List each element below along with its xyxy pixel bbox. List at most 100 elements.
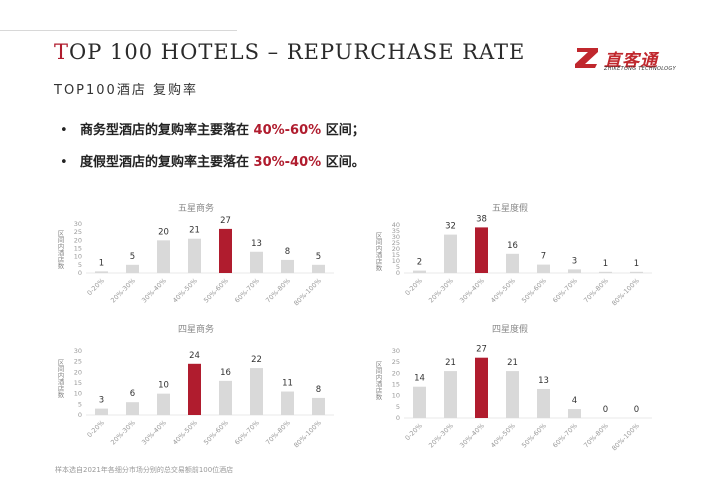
y-tick-label: 10 — [392, 257, 400, 265]
y-tick-label: 25 — [74, 228, 82, 236]
footnote: 样本选自2021年各细分市场分别的总交易额前100位酒店 — [55, 466, 234, 474]
data-label: 20 — [158, 227, 169, 237]
x-tick-label: 70%-80% — [264, 277, 292, 305]
data-label: 38 — [476, 214, 487, 224]
bar — [444, 234, 457, 273]
x-tick-label: 50%-60% — [202, 277, 230, 305]
bar-highlight — [475, 227, 488, 273]
logo-name-cn: 直客通 — [604, 51, 658, 71]
y-tick-label: 20 — [392, 245, 400, 253]
y-tick-label: 20 — [74, 236, 82, 244]
y-tick-label: 10 — [392, 392, 400, 400]
data-label: 32 — [445, 222, 456, 232]
y-tick-label: 15 — [74, 245, 82, 253]
page-title: TOP 100 HOTELS – REPURCHASE RATE — [54, 40, 525, 64]
data-label: 16 — [507, 241, 518, 251]
data-label: 1 — [634, 259, 639, 269]
bar — [630, 271, 643, 273]
y-tick-label: 15 — [392, 251, 400, 259]
x-tick-label: 50%-60% — [520, 277, 548, 305]
bar — [281, 391, 294, 415]
chart-title: 五星度假 — [491, 204, 528, 214]
data-label: 16 — [220, 368, 231, 378]
finding-business-range: 40%-60% — [253, 123, 322, 138]
bar — [413, 270, 426, 273]
x-tick-label: 80%-100% — [292, 277, 323, 308]
key-findings: 商务型酒店的复购率主要落在 40%-60% 区间； 度假型酒店的复购率主要落在 … — [60, 122, 365, 186]
bar — [537, 388, 550, 418]
data-label: 0 — [603, 405, 608, 415]
data-label: 1 — [603, 259, 608, 269]
x-tick-label: 30%-40% — [140, 419, 168, 447]
data-label: 5 — [130, 252, 135, 262]
logo-name-en: ZHIKETONG TECHNOLOGY — [604, 66, 676, 72]
data-label: 2 — [417, 258, 422, 268]
y-tick-label: 5 — [78, 400, 82, 408]
bar — [250, 368, 263, 415]
bar — [250, 251, 263, 273]
x-tick-label: 20%-30% — [427, 422, 455, 450]
x-tick-label: 60%-70% — [551, 422, 579, 450]
data-label: 27 — [220, 216, 231, 226]
data-label: 27 — [476, 345, 487, 355]
y-tick-label: 10 — [74, 390, 82, 398]
finding-resort: 度假型酒店的复购率主要落在 30%-40% 区间。 — [60, 154, 365, 186]
data-label: 4 — [572, 396, 577, 406]
bar — [219, 380, 232, 415]
bar — [157, 393, 170, 415]
y-tick-label: 0 — [396, 414, 400, 422]
page-title-rest: OP 100 HOTELS – REPURCHASE RATE — [69, 40, 526, 64]
brand-logo: 直客通 ZHIKETONG TECHNOLOGY — [574, 46, 676, 74]
y-axis-label: 区间内酒店数 — [56, 230, 64, 269]
data-label: 11 — [282, 379, 293, 389]
data-label: 8 — [316, 385, 321, 395]
data-label: 21 — [445, 358, 456, 368]
data-label: 14 — [414, 374, 425, 384]
x-tick-label: 30%-40% — [140, 277, 168, 305]
x-tick-label: 0-20% — [403, 422, 423, 442]
data-label: 13 — [251, 239, 262, 249]
bar — [312, 397, 325, 415]
x-tick-label: 20%-30% — [109, 419, 137, 447]
data-label: 5 — [316, 252, 321, 262]
chart-title: 四星商务 — [177, 325, 214, 335]
y-tick-label: 25 — [74, 358, 82, 366]
bar-chart-svg: 0 5 10 15 20 25 30 14 0-20% 21 20%-30% 27 30%-40% 21 4… — [392, 345, 652, 453]
data-label: 13 — [538, 376, 549, 386]
bar — [506, 253, 519, 273]
y-axis-label: 区间内酒店数 — [374, 232, 382, 271]
bar-chart-svg: 05101520253010-20%520%-30%2030%-40%2140%… — [74, 216, 334, 308]
page-subtitle: TOP100酒店 复购率 — [54, 83, 198, 98]
y-tick-label: 0 — [396, 269, 400, 277]
x-tick-label: 80%-100% — [610, 422, 641, 453]
chart-title: 五星商务 — [177, 204, 214, 214]
z-logo-icon — [575, 48, 598, 68]
y-tick-label: 0 — [78, 269, 82, 277]
x-tick-label: 40%-50% — [489, 277, 517, 305]
chart-four-star-resort: 四星度假 区间内酒店数 0 5 10 15 20 25 30 14 0-20% 21 20%-30%… — [370, 321, 652, 461]
bar — [444, 371, 457, 418]
bar-chart-svg: 0 5 10 15 20 25 30 3 0-20% 6 20%-30% 10 30%-40% 24 40%… — [74, 347, 334, 450]
data-label: 22 — [251, 355, 262, 365]
y-tick-label: 40 — [392, 221, 400, 229]
x-tick-label: 60%-70% — [551, 277, 579, 305]
y-tick-label: 30 — [392, 233, 400, 241]
data-label: 21 — [189, 226, 200, 236]
x-tick-label: 60%-70% — [233, 277, 261, 305]
y-tick-label: 30 — [74, 347, 82, 355]
bar — [157, 240, 170, 273]
x-tick-label: 40%-50% — [489, 422, 517, 450]
data-label: 0 — [634, 405, 639, 415]
bar — [568, 409, 581, 418]
bar — [188, 238, 201, 273]
data-label: 1 — [99, 258, 104, 268]
data-label: 21 — [507, 358, 518, 368]
bar — [599, 271, 612, 273]
bar — [95, 408, 108, 415]
x-tick-label: 30%-40% — [458, 422, 486, 450]
bar — [568, 269, 581, 273]
y-tick-label: 5 — [78, 261, 82, 269]
x-tick-label: 80%-100% — [292, 419, 323, 450]
data-label: 3 — [572, 256, 577, 266]
